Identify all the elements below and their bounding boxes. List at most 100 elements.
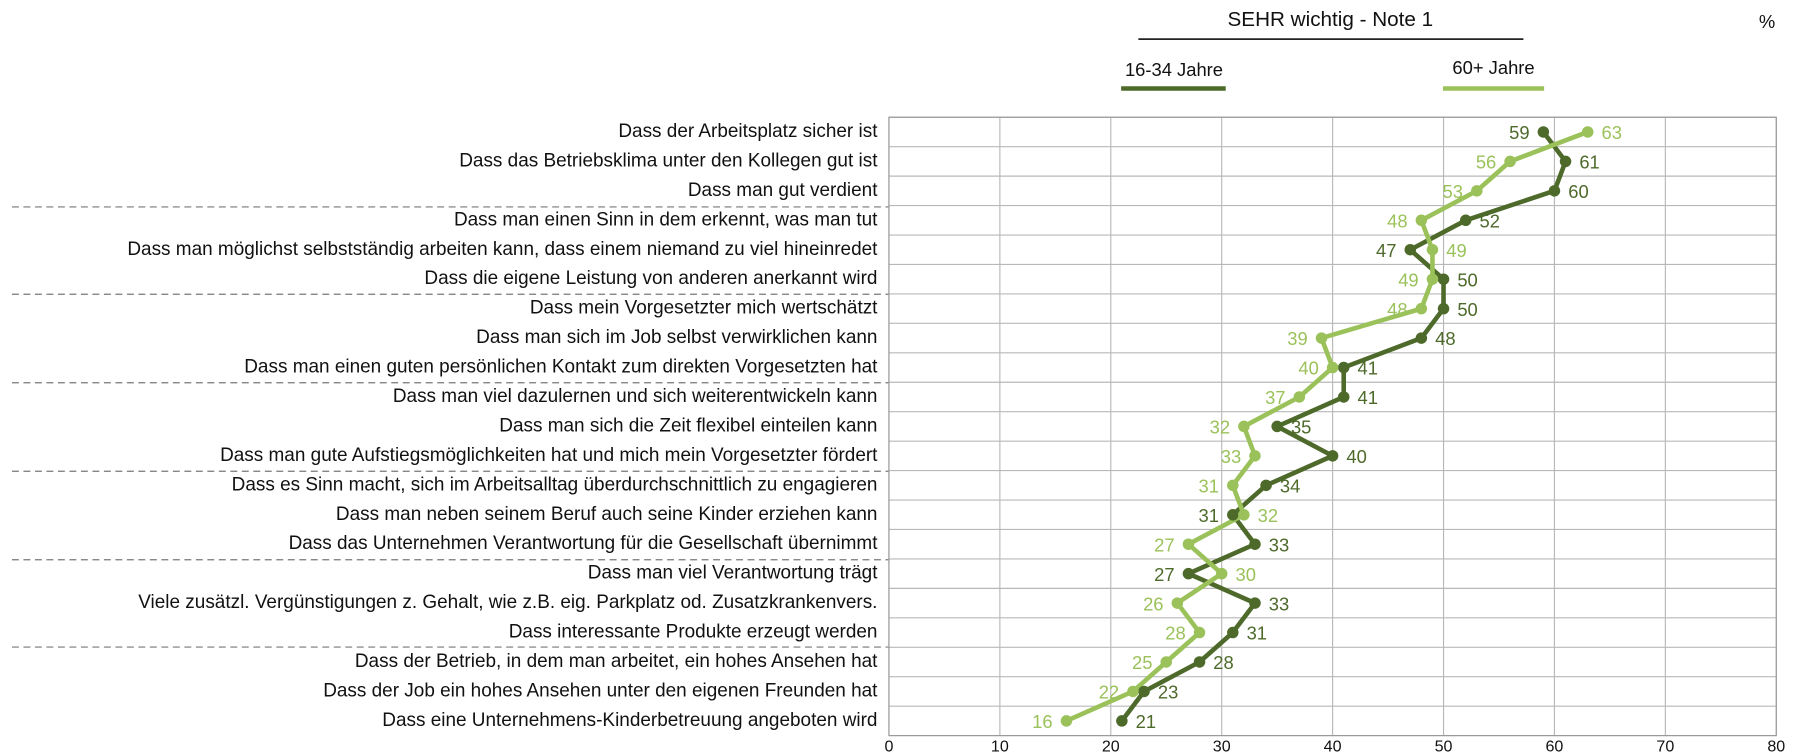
chart-title: SEHR wichtig - Note 1 bbox=[1227, 8, 1433, 31]
data-point bbox=[1193, 626, 1206, 639]
plot-frame bbox=[888, 116, 1777, 737]
data-label: 27 bbox=[1154, 534, 1174, 555]
data-point bbox=[1504, 155, 1516, 168]
data-label: 40 bbox=[1346, 446, 1366, 467]
category-label: Dass man sich die Zeit flexibel einteile… bbox=[499, 415, 877, 436]
data-label: 56 bbox=[1476, 152, 1496, 173]
category-label: Dass mein Vorgesetzter mich wertschätzt bbox=[530, 298, 878, 319]
x-tick-label: 70 bbox=[1656, 737, 1674, 754]
data-label: 23 bbox=[1158, 682, 1178, 703]
category-label: Dass das Unternehmen Verantwortung für d… bbox=[289, 533, 879, 554]
data-point bbox=[1249, 538, 1261, 550]
data-label: 33 bbox=[1269, 534, 1289, 555]
data-label: 34 bbox=[1280, 475, 1300, 496]
data-point bbox=[1426, 273, 1439, 285]
data-point bbox=[1160, 656, 1172, 668]
data-point bbox=[1437, 273, 1450, 285]
category-label: Dass das Betriebsklima unter den Kollege… bbox=[459, 150, 878, 171]
data-point bbox=[1171, 597, 1184, 609]
data-label: 31 bbox=[1199, 475, 1219, 496]
data-point bbox=[1415, 302, 1428, 315]
data-point bbox=[1182, 538, 1195, 550]
data-point bbox=[1249, 597, 1261, 609]
data-label: 47 bbox=[1376, 240, 1396, 261]
x-tick-label: 40 bbox=[1324, 737, 1342, 754]
category-label: Dass interessante Produkte erzeugt werde… bbox=[509, 622, 878, 643]
data-point bbox=[1326, 361, 1339, 374]
data-label: 26 bbox=[1143, 593, 1163, 614]
data-label: 28 bbox=[1213, 652, 1233, 673]
data-point bbox=[1548, 185, 1561, 197]
data-label: 39 bbox=[1287, 328, 1307, 349]
data-label: 52 bbox=[1480, 210, 1500, 231]
category-label: Dass der Job ein hohes Ansehen unter den… bbox=[323, 680, 878, 701]
x-tick-label: 10 bbox=[991, 737, 1009, 754]
category-label: Dass man einen guten persönlichen Kontak… bbox=[244, 357, 878, 378]
data-label: 22 bbox=[1099, 682, 1119, 703]
data-label: 31 bbox=[1247, 623, 1267, 644]
data-point bbox=[1271, 420, 1283, 433]
data-label: 63 bbox=[1602, 122, 1622, 143]
category-label: Dass man viel Verantwortung trägt bbox=[588, 563, 878, 584]
category-label: Dass man gut verdient bbox=[688, 180, 878, 201]
unit-label: % bbox=[1759, 11, 1775, 32]
data-point bbox=[1537, 126, 1550, 138]
data-label: 21 bbox=[1136, 711, 1156, 732]
data-point bbox=[1337, 391, 1350, 403]
data-point bbox=[1138, 685, 1150, 698]
data-label: 28 bbox=[1165, 623, 1185, 644]
x-tick-label: 60 bbox=[1546, 737, 1564, 754]
category-label: Dass man viel dazulernen und sich weiter… bbox=[393, 386, 878, 407]
data-point bbox=[1182, 567, 1195, 580]
data-label: 50 bbox=[1457, 269, 1477, 290]
data-label: 48 bbox=[1387, 210, 1407, 231]
data-point bbox=[1193, 656, 1206, 668]
data-point bbox=[1293, 391, 1306, 403]
data-label: 50 bbox=[1457, 299, 1477, 320]
data-label: 59 bbox=[1509, 122, 1529, 143]
data-point bbox=[1260, 479, 1272, 492]
data-label: 32 bbox=[1258, 505, 1278, 526]
data-point bbox=[1415, 332, 1428, 344]
category-label: Dass es Sinn macht, sich im Arbeitsallta… bbox=[232, 474, 878, 495]
x-tick-label: 0 bbox=[884, 737, 893, 754]
data-label: 49 bbox=[1446, 240, 1466, 261]
data-label: 35 bbox=[1291, 417, 1311, 438]
category-label: Viele zusätzl. Vergünstigungen z. Gehalt… bbox=[138, 592, 877, 613]
data-label: 53 bbox=[1443, 181, 1463, 202]
data-point bbox=[1127, 685, 1139, 698]
category-label: Dass man gute Aufstiegsmöglichkeiten hat… bbox=[220, 445, 878, 466]
data-label: 27 bbox=[1154, 564, 1174, 585]
data-point bbox=[1337, 361, 1350, 374]
series-line bbox=[1065, 129, 1589, 723]
data-label: 33 bbox=[1269, 593, 1289, 614]
data-point bbox=[1227, 479, 1239, 492]
category-label: Dass eine Unternehmens-Kinderbetreuung a… bbox=[382, 710, 877, 731]
data-label: 37 bbox=[1265, 387, 1285, 408]
x-tick-label: 20 bbox=[1102, 737, 1120, 754]
data-point bbox=[1060, 715, 1073, 727]
data-point bbox=[1326, 450, 1339, 462]
category-label: Dass man möglichst selbstständig arbeite… bbox=[127, 239, 878, 260]
category-label: Dass man sich im Job selbst verwirkliche… bbox=[476, 327, 877, 348]
data-point bbox=[1238, 420, 1250, 433]
data-label: 25 bbox=[1132, 652, 1152, 673]
data-label: 40 bbox=[1298, 358, 1318, 379]
data-point bbox=[1459, 214, 1472, 227]
data-point bbox=[1437, 302, 1450, 315]
data-label: 33 bbox=[1221, 446, 1241, 467]
category-label: Dass der Arbeitsplatz sicher ist bbox=[618, 121, 878, 142]
legend-label: 16-34 Jahre bbox=[1125, 59, 1223, 80]
data-label: 60 bbox=[1568, 181, 1588, 202]
data-label: 31 bbox=[1199, 505, 1219, 526]
data-label: 61 bbox=[1579, 152, 1599, 173]
x-tick-label: 30 bbox=[1213, 737, 1231, 754]
data-label: 16 bbox=[1032, 711, 1052, 732]
data-point bbox=[1116, 715, 1128, 727]
data-label: 41 bbox=[1358, 387, 1378, 408]
data-point bbox=[1559, 155, 1572, 168]
data-point bbox=[1215, 567, 1228, 580]
category-label: Dass der Betrieb, in dem man arbeitet, e… bbox=[355, 651, 878, 672]
separators bbox=[11, 206, 889, 648]
